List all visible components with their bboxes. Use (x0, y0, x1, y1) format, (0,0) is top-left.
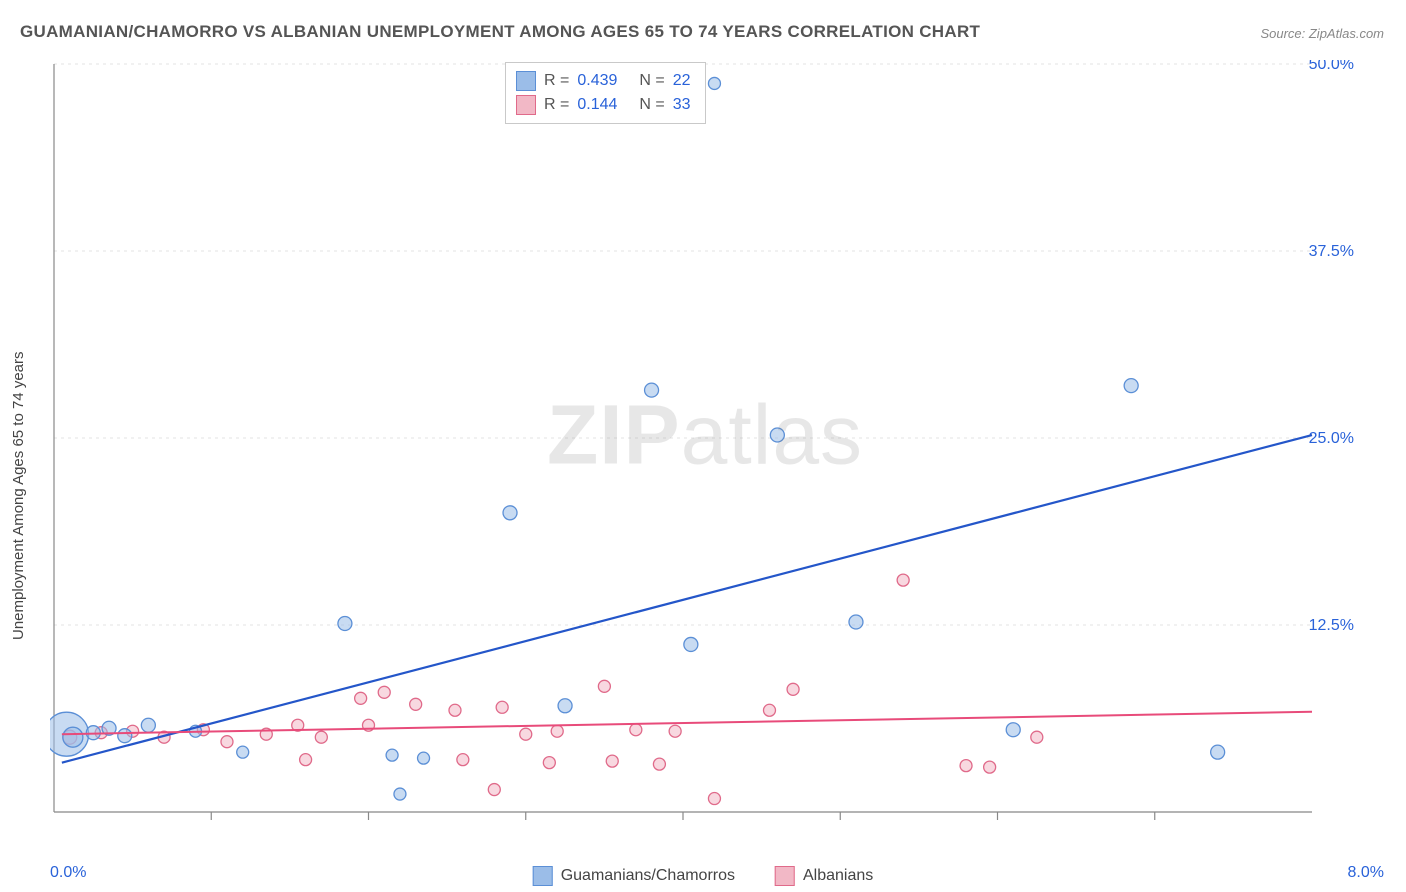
svg-text:50.0%: 50.0% (1309, 60, 1354, 73)
chart-area: 12.5%25.0%37.5%50.0% ZIPatlas R = 0.439N… (50, 60, 1360, 820)
n-value: 33 (673, 93, 691, 117)
n-label: N = (639, 93, 664, 117)
legend-label: Guamanians/Chamorros (561, 867, 735, 885)
legend-item: Guamanians/Chamorros (533, 866, 735, 886)
legend-swatch (516, 71, 536, 91)
r-value: 0.144 (577, 93, 617, 117)
n-value: 22 (673, 69, 691, 93)
legend-swatch (775, 866, 795, 886)
svg-text:37.5%: 37.5% (1309, 243, 1354, 260)
source-attribution: Source: ZipAtlas.com (1260, 26, 1384, 41)
chart-title: GUAMANIAN/CHAMORRO VS ALBANIAN UNEMPLOYM… (20, 22, 980, 42)
scatter-chart-svg: 12.5% 25.0% 37.5% 50.0% (50, 60, 1360, 820)
stats-row: R = 0.439 N = 22 (516, 69, 691, 93)
legend-swatch (533, 866, 553, 886)
stats-row: R = 0.144 N = 33 (516, 93, 691, 117)
x-axis-max-label: 8.0% (1348, 864, 1384, 882)
svg-text:12.5%: 12.5% (1309, 617, 1354, 634)
legend-label: Albanians (803, 867, 873, 885)
legend-swatch (516, 95, 536, 115)
r-label: R = (544, 93, 569, 117)
n-label: N = (639, 69, 664, 93)
y-axis-label: Unemployment Among Ages 65 to 74 years (10, 351, 27, 640)
bottom-legend: Guamanians/Chamorros Albanians (533, 866, 874, 886)
correlation-stats-box: R = 0.439 N = 22 R = 0.144 N = 33 (505, 62, 706, 124)
legend-item: Albanians (775, 866, 873, 886)
r-label: R = (544, 69, 569, 93)
r-value: 0.439 (577, 69, 617, 93)
x-axis-min-label: 0.0% (50, 864, 86, 882)
svg-text:25.0%: 25.0% (1309, 430, 1354, 447)
